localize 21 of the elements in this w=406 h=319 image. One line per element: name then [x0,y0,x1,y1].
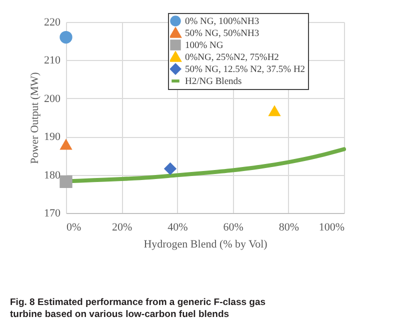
y-tick-label: 220 [44,16,61,28]
legend-label: H2/NG Blends [185,77,242,87]
x-axis-title: Hydrogen Blend (% by Vol) [144,238,268,250]
y-tick-label: 210 [44,54,61,67]
x-tick-label: 20% [112,222,132,234]
legend-label: 0%NG, 25%N2, 75%H2 [185,53,280,63]
x-tick-label: 0% [66,222,82,234]
y-tick-label: 190 [44,131,61,144]
caption: Fig. 8 Estimated performance from a generic F-class gas turbine based on various low-carbon fuel blends [10,297,266,319]
x-tick-label: 80% [278,222,299,234]
legend-label: 50% NG, 50%NH3 [185,29,260,39]
y-tick-label: 170 [44,208,61,220]
y-axis-title: Power Output (MW) [29,72,41,164]
y-tick-label: 200 [44,92,61,105]
x-tick-label: 100% [318,222,344,234]
x-tick-label: 40% [168,222,188,234]
x-tick-label: 60% [223,222,244,234]
legend-label: 50% NG, 12.5% N2, 37.5% H2 [185,65,306,75]
legend-label: 0% NG, 100%NH3 [185,17,260,27]
y-tick-label: 180 [44,169,61,182]
legend-label: 100% NG [185,41,224,51]
